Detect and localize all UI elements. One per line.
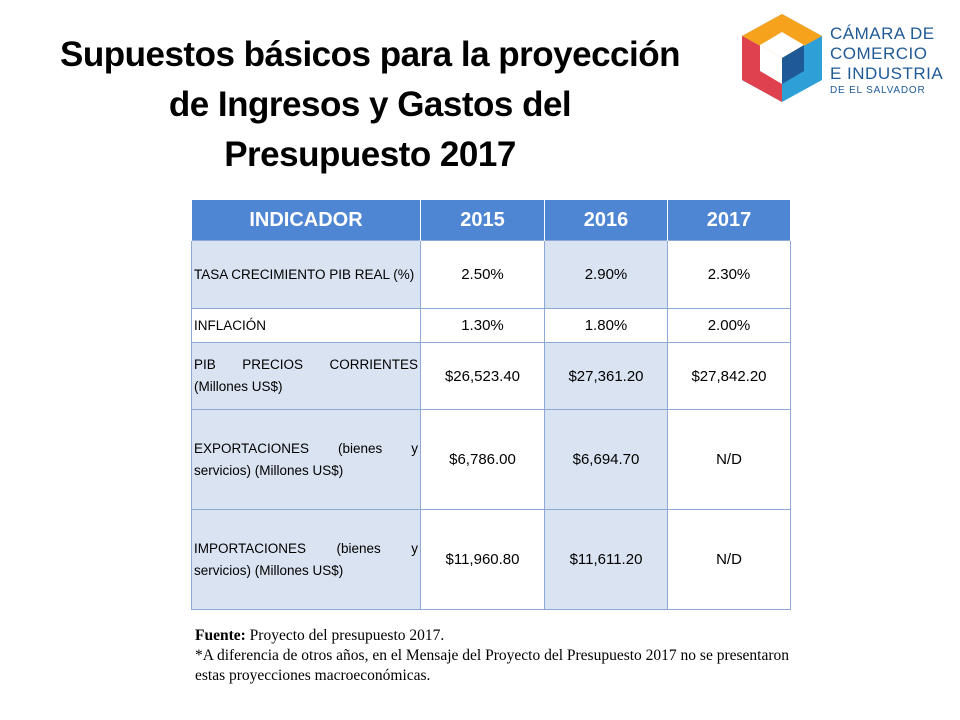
table-row: IMPORTACIONES (bienes y servicios) (Mill… bbox=[191, 509, 791, 610]
header-2016: 2016 bbox=[544, 200, 668, 241]
indicator-cell: EXPORTACIONES (bienes y servicios) (Mill… bbox=[191, 409, 421, 510]
indicator-cell: INFLACIÓN bbox=[191, 308, 421, 343]
source-line: Fuente: Proyecto del presupuesto 2017. bbox=[195, 626, 795, 646]
value-cell-2015: $6,786.00 bbox=[420, 409, 545, 510]
value-cell-2015: $11,960.80 bbox=[420, 509, 545, 610]
value-cell-2016: 1.80% bbox=[544, 308, 668, 343]
assumptions-table: INDICADOR 2015 2016 2017 TASA CRECIMIENT… bbox=[191, 200, 791, 610]
value-cell-2017: N/D bbox=[667, 509, 791, 610]
value-cell-2016: $27,361.20 bbox=[544, 342, 668, 410]
table-row: TASA CRECIMIENTO PIB REAL (%) 2.50% 2.90… bbox=[191, 240, 791, 309]
header-indicator: INDICADOR bbox=[191, 200, 421, 241]
title-line-3: Presupuesto 2017 bbox=[224, 135, 516, 174]
source-note: Fuente: Proyecto del presupuesto 2017. *… bbox=[195, 626, 795, 686]
indicator-cell: TASA CRECIMIENTO PIB REAL (%) bbox=[191, 240, 421, 309]
source-text: Proyecto del presupuesto 2017. bbox=[245, 627, 445, 644]
chamber-logo: CÁMARA DE COMERCIO E INDUSTRIA DE EL SAL… bbox=[736, 12, 946, 112]
value-cell-2017: N/D bbox=[667, 409, 791, 510]
value-cell-2017: 2.30% bbox=[667, 240, 791, 309]
value-cell-2015: 1.30% bbox=[420, 308, 545, 343]
table-row: PIB PRECIOS CORRIENTES (Millones US$) $2… bbox=[191, 342, 791, 410]
table-row: EXPORTACIONES (bienes y servicios) (Mill… bbox=[191, 409, 791, 510]
value-cell-2016: $11,611.20 bbox=[544, 509, 668, 610]
value-cell-2017: 2.00% bbox=[667, 308, 791, 343]
logo-text-line-4: DE EL SALVADOR bbox=[830, 85, 926, 96]
value-cell-2017: $27,842.20 bbox=[667, 342, 791, 410]
value-cell-2016: 2.90% bbox=[544, 240, 668, 309]
logo-text-line-2: COMERCIO bbox=[830, 44, 928, 63]
value-cell-2015: 2.50% bbox=[420, 240, 545, 309]
value-cell-2016: $6,694.70 bbox=[544, 409, 668, 510]
indicator-cell: IMPORTACIONES (bienes y servicios) (Mill… bbox=[191, 509, 421, 610]
header-2015: 2015 bbox=[420, 200, 545, 241]
table-header-row: INDICADOR 2015 2016 2017 bbox=[191, 200, 791, 241]
footnote: *A diferencia de otros años, en el Mensa… bbox=[195, 647, 790, 684]
logo-text-line-3: E INDUSTRIA bbox=[830, 64, 944, 83]
table-row: INFLACIÓN 1.30% 1.80% 2.00% bbox=[191, 308, 791, 343]
indicator-cell: PIB PRECIOS CORRIENTES (Millones US$) bbox=[191, 342, 421, 410]
header-2017: 2017 bbox=[667, 200, 791, 241]
page-title: Supuestos básicos para la proyección de … bbox=[30, 30, 710, 180]
cube-logo-icon bbox=[742, 14, 822, 102]
title-line-1: Supuestos básicos para la proyección bbox=[60, 35, 681, 74]
source-label: Fuente: bbox=[195, 627, 246, 644]
value-cell-2015: $26,523.40 bbox=[420, 342, 545, 410]
title-line-2: de Ingresos y Gastos del bbox=[168, 85, 572, 124]
logo-text-line-1: CÁMARA DE bbox=[830, 24, 935, 43]
